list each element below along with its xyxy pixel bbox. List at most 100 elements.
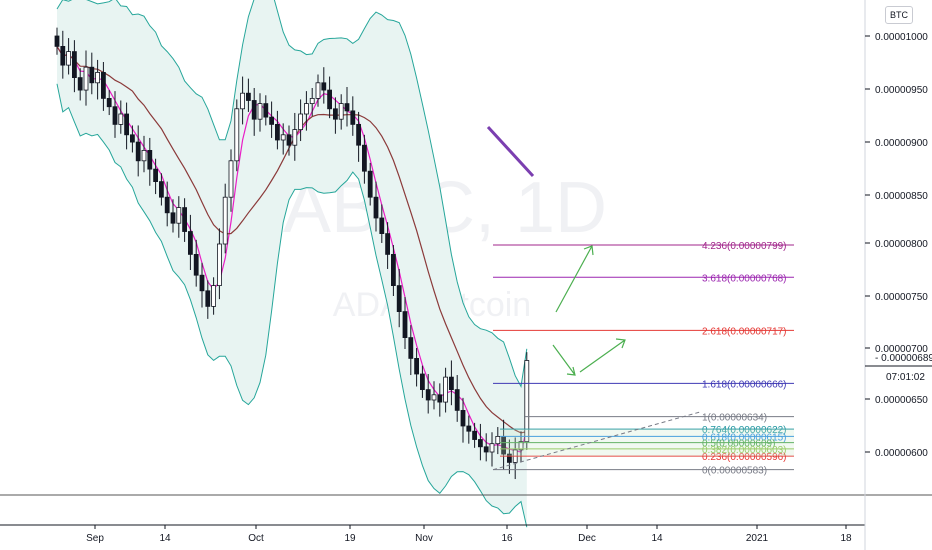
candle-body [356,124,362,146]
candle-body [466,425,472,432]
price-tick-label: 0.00001000 [875,32,928,43]
candle-body [193,253,199,276]
candle-body [77,77,83,91]
candle-body [176,207,182,224]
currency-button[interactable]: BTC [885,6,913,24]
candle-body [506,453,512,463]
candle-body [327,89,333,110]
candle-body [274,124,280,141]
price-axis[interactable]: 0.00001000 0.00000950 0.00000900 0.00000850… [865,32,932,459]
candle-body [298,113,304,130]
candle-body [309,98,315,105]
candle-body [216,243,222,286]
candle-body [483,446,489,453]
bar-countdown: 07:01:02 [886,372,925,383]
candle-body [495,435,501,445]
projection-arrows[interactable] [552,245,626,376]
candle-body [263,103,269,118]
candle-body [182,207,188,232]
candle-body [66,51,71,66]
candle-body [170,212,176,224]
fib-level-label: 0.236(0.00000596) [702,452,787,463]
fib-level-label: 0.5(0.00000609) [702,439,775,450]
fib-zone [500,429,794,457]
candle-body [211,285,217,307]
fib-level-label: 1(0.00000634) [702,413,767,424]
candle-body [54,35,60,47]
fib-level-label: 0.618(0.00000615) [702,432,787,443]
candle-body [240,92,246,110]
price-tick-label: 0.00000750 [875,292,928,303]
time-axis[interactable]: Sep 14 Oct 19 Nov 16 Dec 14 2021 18 [86,525,852,544]
candle-body [332,108,338,120]
candle-body [361,144,367,172]
candle-body [448,376,454,390]
candle-body [408,337,414,359]
candle-body [72,51,77,78]
arrow-down-icon [552,344,576,376]
candle-body [373,196,379,219]
time-tick-label: 14 [159,533,171,544]
candle-body [101,72,106,99]
band-fill [57,0,527,528]
candle-body [437,394,443,403]
price-tick-label: 0.00000800 [875,239,928,250]
candle-body [460,409,466,427]
candle-body [251,100,257,120]
fib-level-label: 0.764(0.00000622) [702,425,787,436]
candle-body [379,217,385,234]
last-price-label: - 0.00000689 [875,353,932,364]
time-tick-label: Dec [578,533,596,544]
candle-body [350,110,356,125]
candle-body [489,443,495,453]
bollinger-bands [56,0,528,528]
candlesticks [54,27,530,480]
price-tick-label: 0.00000950 [875,85,928,96]
fib-level-label: 0.382(0.00000603) [702,445,787,456]
time-tick-label: 18 [840,533,852,544]
candle-body [477,439,483,448]
candle-body [129,134,135,143]
candle-body [402,311,408,339]
candle-body [112,106,118,125]
candle-body [396,285,402,313]
fibonacci-extension[interactable]: 4.236(0.00000799) 3.618(0.00000768) 2.618(… [492,241,794,477]
candle-body [518,441,524,451]
fib-level-label: 0(0.00000583) [702,466,767,477]
candle-body [269,116,275,125]
candle-body [141,149,147,162]
arrow-up-right-long-icon [555,245,594,313]
candle-body [187,231,193,255]
candle-body [199,274,205,292]
trend-line-drawing[interactable] [486,125,535,178]
lower-band [56,83,528,528]
candle-body [228,160,234,198]
slow-ma [56,46,527,434]
time-tick-label: Sep [86,533,104,544]
time-tick-label: Nov [415,533,433,544]
candle-body [367,170,373,198]
price-tick-label: 0.00000600 [875,448,928,459]
candle-body [292,129,298,146]
fib-level-label: 2.618(0.00000717) [702,326,787,337]
fast-ma [56,46,528,453]
candle-body [124,113,129,136]
fib-level-label: 4.236(0.00000799) [702,241,787,252]
price-tick-label: 0.00000850 [875,191,928,202]
time-tick-label: 2021 [746,533,769,544]
candle-body [286,134,292,146]
candle-body [234,108,240,162]
candle-body [135,141,141,162]
candle-body [454,389,460,411]
time-tick-label: Oct [248,533,264,544]
candle-body [153,168,159,182]
candle-body [222,196,228,245]
candle-body [60,46,66,66]
candle-body [257,103,263,120]
candle-body [344,103,350,112]
candle-body [118,113,124,125]
candle-body [385,233,391,255]
candle-body [524,360,530,443]
price-tick-label: 0.00000650 [875,395,928,406]
